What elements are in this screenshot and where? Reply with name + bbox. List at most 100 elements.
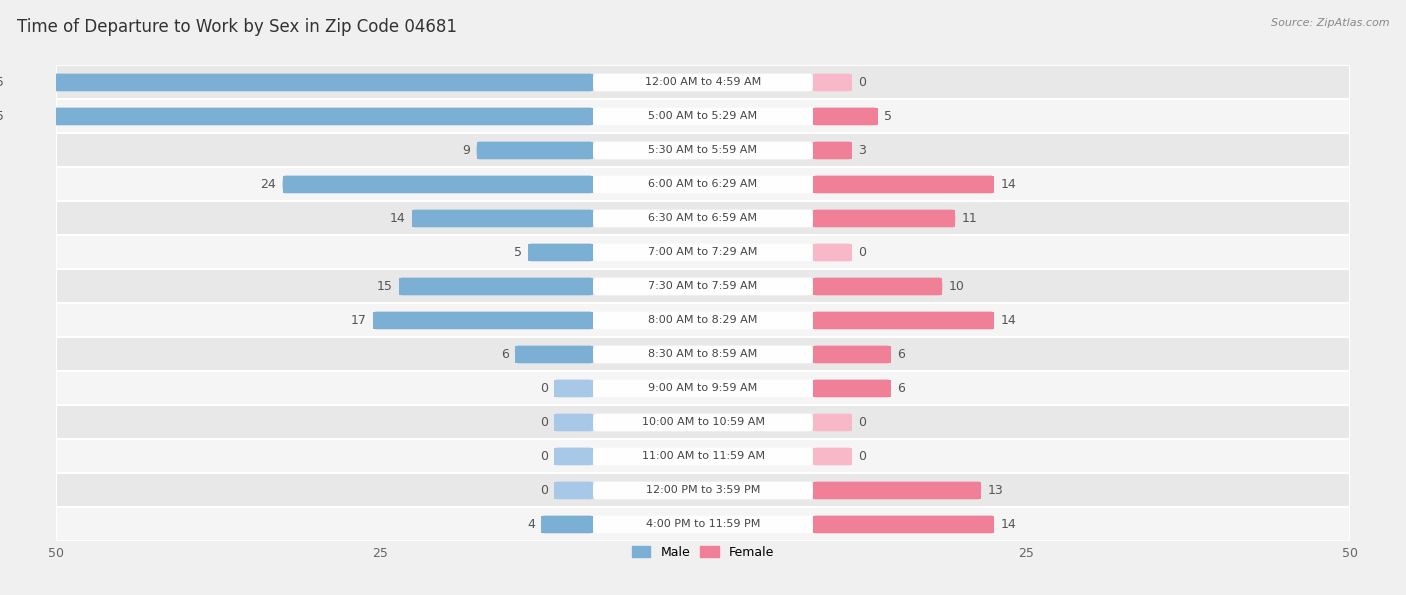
FancyBboxPatch shape	[813, 176, 994, 193]
Bar	[56, 270, 1350, 303]
Bar	[813, 312, 994, 329]
FancyBboxPatch shape	[813, 278, 942, 295]
FancyBboxPatch shape	[477, 142, 593, 159]
FancyBboxPatch shape	[529, 243, 593, 261]
Text: 0: 0	[540, 450, 548, 463]
FancyBboxPatch shape	[554, 380, 593, 397]
Text: 14: 14	[1001, 518, 1017, 531]
Text: 14: 14	[1001, 314, 1017, 327]
FancyBboxPatch shape	[554, 481, 593, 499]
FancyBboxPatch shape	[541, 516, 593, 533]
FancyBboxPatch shape	[593, 414, 813, 431]
Bar	[529, 243, 593, 261]
FancyBboxPatch shape	[593, 142, 813, 159]
Bar	[56, 440, 1350, 474]
Text: 11:00 AM to 11:59 AM: 11:00 AM to 11:59 AM	[641, 452, 765, 462]
Text: 3: 3	[858, 144, 866, 157]
FancyBboxPatch shape	[593, 346, 813, 364]
Bar	[56, 474, 1350, 508]
Bar	[813, 346, 890, 364]
Text: 8:00 AM to 8:29 AM: 8:00 AM to 8:29 AM	[648, 315, 758, 325]
Bar	[813, 414, 852, 431]
FancyBboxPatch shape	[11, 108, 593, 126]
Bar	[813, 74, 852, 91]
Bar	[11, 108, 593, 126]
Bar	[554, 414, 593, 431]
Text: 13: 13	[987, 484, 1004, 497]
Bar	[56, 303, 1350, 337]
Text: 45: 45	[0, 110, 4, 123]
Text: 0: 0	[540, 382, 548, 395]
Text: 10: 10	[949, 280, 965, 293]
Text: 6:30 AM to 6:59 AM: 6:30 AM to 6:59 AM	[648, 214, 758, 224]
Bar	[399, 278, 593, 295]
FancyBboxPatch shape	[813, 108, 877, 126]
Text: 7:00 AM to 7:29 AM: 7:00 AM to 7:29 AM	[648, 248, 758, 258]
Text: 9:00 AM to 9:59 AM: 9:00 AM to 9:59 AM	[648, 383, 758, 393]
FancyBboxPatch shape	[399, 278, 593, 295]
Bar	[813, 209, 955, 227]
Text: 24: 24	[260, 178, 276, 191]
Text: 4:00 PM to 11:59 PM: 4:00 PM to 11:59 PM	[645, 519, 761, 530]
Text: Source: ZipAtlas.com: Source: ZipAtlas.com	[1271, 18, 1389, 28]
Text: 15: 15	[377, 280, 392, 293]
Text: 14: 14	[1001, 178, 1017, 191]
FancyBboxPatch shape	[813, 142, 852, 159]
Bar	[56, 167, 1350, 202]
Bar	[56, 65, 1350, 99]
Bar	[56, 236, 1350, 270]
FancyBboxPatch shape	[813, 312, 994, 329]
FancyBboxPatch shape	[412, 209, 593, 227]
FancyBboxPatch shape	[813, 481, 981, 499]
Bar	[813, 243, 852, 261]
Bar	[813, 176, 994, 193]
FancyBboxPatch shape	[813, 74, 852, 91]
Bar	[813, 142, 852, 159]
FancyBboxPatch shape	[813, 380, 890, 397]
Text: 5: 5	[515, 246, 522, 259]
Text: 8:30 AM to 8:59 AM: 8:30 AM to 8:59 AM	[648, 349, 758, 359]
Text: 14: 14	[389, 212, 405, 225]
Text: Time of Departure to Work by Sex in Zip Code 04681: Time of Departure to Work by Sex in Zip …	[17, 18, 457, 36]
Text: 12:00 PM to 3:59 PM: 12:00 PM to 3:59 PM	[645, 486, 761, 496]
Bar	[541, 516, 593, 533]
Bar	[516, 346, 593, 364]
Bar	[554, 481, 593, 499]
Bar	[56, 405, 1350, 440]
Bar	[813, 380, 890, 397]
Bar	[813, 481, 981, 499]
FancyBboxPatch shape	[813, 243, 852, 261]
FancyBboxPatch shape	[593, 447, 813, 465]
Text: 0: 0	[858, 76, 866, 89]
Text: 6: 6	[501, 348, 509, 361]
Bar	[554, 380, 593, 397]
Text: 0: 0	[540, 484, 548, 497]
FancyBboxPatch shape	[813, 516, 994, 533]
FancyBboxPatch shape	[593, 481, 813, 499]
FancyBboxPatch shape	[593, 278, 813, 295]
Text: 10:00 AM to 10:59 AM: 10:00 AM to 10:59 AM	[641, 418, 765, 427]
FancyBboxPatch shape	[813, 447, 852, 465]
FancyBboxPatch shape	[593, 108, 813, 126]
FancyBboxPatch shape	[593, 380, 813, 397]
Text: 5: 5	[884, 110, 891, 123]
Bar	[56, 133, 1350, 167]
FancyBboxPatch shape	[373, 312, 593, 329]
Bar	[11, 74, 593, 91]
Text: 12:00 AM to 4:59 AM: 12:00 AM to 4:59 AM	[645, 77, 761, 87]
FancyBboxPatch shape	[593, 176, 813, 193]
FancyBboxPatch shape	[593, 74, 813, 91]
Text: 5:00 AM to 5:29 AM: 5:00 AM to 5:29 AM	[648, 111, 758, 121]
Legend: Male, Female: Male, Female	[627, 541, 779, 563]
Text: 9: 9	[463, 144, 470, 157]
Bar	[56, 99, 1350, 133]
FancyBboxPatch shape	[554, 447, 593, 465]
Text: 6: 6	[897, 382, 905, 395]
Bar	[56, 337, 1350, 371]
Text: 17: 17	[352, 314, 367, 327]
Bar	[813, 278, 942, 295]
Text: 0: 0	[540, 416, 548, 429]
Bar	[56, 202, 1350, 236]
FancyBboxPatch shape	[813, 346, 890, 364]
Text: 0: 0	[858, 416, 866, 429]
